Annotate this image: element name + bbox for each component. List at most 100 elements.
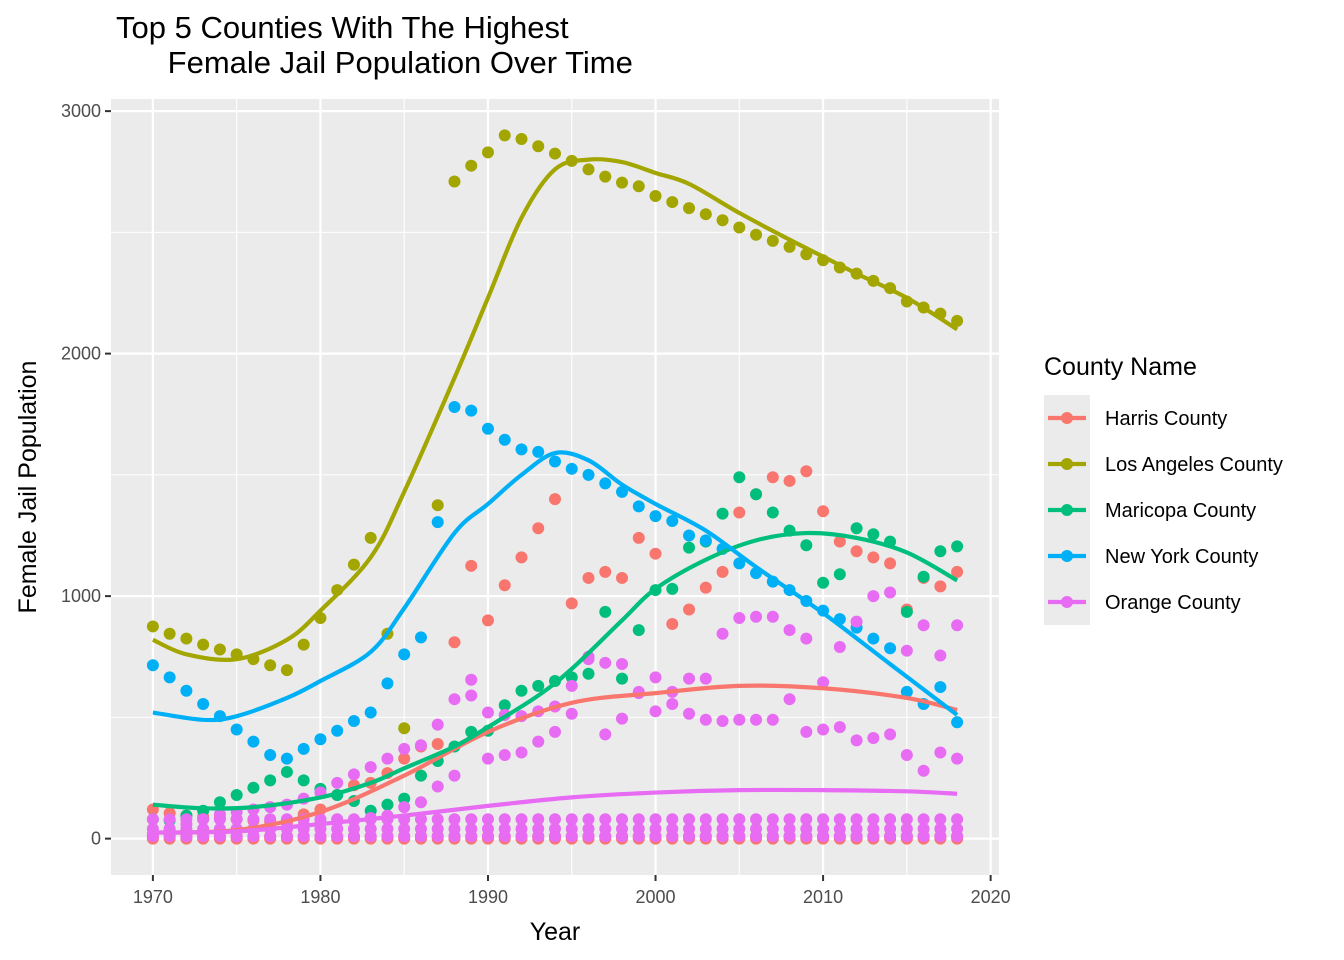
- harris-county-point: [666, 618, 679, 631]
- x-tick-label: 1990: [468, 887, 508, 907]
- new-york-county-point: [280, 752, 293, 765]
- orange-county-point: [481, 752, 494, 765]
- orange-county-point: [833, 813, 846, 826]
- harris-county-point: [766, 471, 779, 484]
- orange-county-point: [565, 679, 578, 692]
- y-tick-label: 2000: [61, 344, 101, 364]
- orange-county-point: [398, 801, 411, 814]
- orange-county-point: [716, 715, 729, 728]
- y-axis-title: Female Jail Population: [14, 361, 42, 614]
- orange-county-point: [414, 739, 427, 752]
- orange-county-point: [197, 813, 210, 826]
- new-york-county-point: [549, 455, 561, 468]
- orange-county-legend-dot: [1061, 596, 1073, 608]
- orange-county-point: [733, 713, 746, 726]
- los-angeles-county-point: [280, 664, 293, 677]
- maricopa-county-point: [247, 781, 260, 794]
- maricopa-county-point: [230, 788, 243, 801]
- orange-county-point: [917, 619, 930, 632]
- new-york-county-point: [733, 557, 746, 570]
- orange-county-point: [766, 610, 779, 623]
- orange-county-point: [549, 725, 561, 738]
- orange-county-point: [364, 761, 377, 774]
- los-angeles-county-point: [498, 129, 511, 142]
- orange-county-point: [951, 822, 964, 835]
- orange-county-point: [599, 822, 612, 835]
- orange-county-point: [833, 822, 846, 835]
- orange-county-point: [549, 813, 561, 826]
- maricopa-county-point: [213, 796, 226, 809]
- new-york-county-trend-line: [152, 450, 959, 723]
- new-york-county-legend-dot: [1061, 550, 1073, 562]
- orange-county-point: [699, 822, 712, 835]
- los-angeles-county-trend-line: [151, 157, 959, 662]
- harris-county-point: [833, 535, 846, 548]
- orange-county-point: [247, 813, 260, 826]
- orange-county-point: [431, 813, 444, 826]
- orange-county-point: [213, 808, 226, 821]
- orange-county-point: [900, 822, 913, 835]
- maricopa-county-point: [850, 522, 863, 535]
- maricopa-county-point: [733, 471, 746, 484]
- orange-county-point: [850, 615, 863, 628]
- orange-county-point: [616, 658, 629, 671]
- new-york-county-point: [884, 642, 897, 655]
- los-angeles-county-point: [699, 208, 712, 221]
- orange-county-point: [347, 822, 360, 835]
- orange-county-point: [532, 813, 545, 826]
- maricopa-county-point: [414, 769, 427, 782]
- new-york-county-point: [314, 733, 327, 746]
- orange-county-point: [532, 822, 545, 835]
- los-angeles-county-point: [448, 175, 461, 188]
- new-york-county-point: [197, 698, 210, 711]
- harris-county-point: [632, 531, 645, 544]
- maricopa-county-point: [381, 798, 394, 811]
- orange-county-point: [683, 672, 696, 685]
- harris-county-point: [884, 557, 897, 570]
- maricopa-county-point: [297, 774, 310, 787]
- orange-county-point: [917, 813, 930, 826]
- los-angeles-county-point: [616, 176, 629, 189]
- orange-county-point: [498, 813, 511, 826]
- los-angeles-county-point: [264, 659, 277, 672]
- orange-county-point: [716, 627, 729, 640]
- orange-county-point: [666, 698, 679, 711]
- orange-county-point: [783, 813, 796, 826]
- los-angeles-county-point: [766, 234, 779, 247]
- harris-county-point: [616, 571, 629, 584]
- orange-county-point: [850, 734, 863, 747]
- orange-county-point: [867, 731, 880, 744]
- legend-label-orange-county: Orange County: [1105, 592, 1241, 614]
- orange-county-point: [549, 822, 561, 835]
- los-angeles-county-point: [213, 643, 226, 656]
- orange-county-point: [632, 822, 645, 835]
- maricopa-county-point: [900, 605, 913, 618]
- new-york-county-point: [934, 681, 947, 694]
- orange-county-point: [766, 822, 779, 835]
- los-angeles-county-point: [398, 722, 411, 735]
- x-tick-label: 2020: [971, 887, 1011, 907]
- harris-county-point: [465, 559, 478, 572]
- new-york-county-point: [347, 715, 360, 728]
- orange-county-point: [850, 813, 863, 826]
- maricopa-county-point: [917, 570, 930, 583]
- los-angeles-county-point: [163, 627, 176, 640]
- los-angeles-county-point: [733, 221, 746, 234]
- orange-county-point: [867, 813, 880, 826]
- orange-county-point: [616, 712, 629, 725]
- orange-county-point: [783, 822, 796, 835]
- orange-county-point: [917, 764, 930, 777]
- harris-county-point: [599, 565, 612, 578]
- orange-county-point: [750, 813, 763, 826]
- orange-county-point: [934, 813, 947, 826]
- los-angeles-county-point: [716, 214, 729, 227]
- new-york-county-point: [582, 468, 595, 481]
- orange-county-point: [498, 822, 511, 835]
- orange-county-point: [800, 632, 813, 645]
- orange-county-point: [800, 813, 813, 826]
- orange-county-point: [951, 619, 964, 632]
- orange-county-point: [448, 693, 461, 706]
- orange-county-point: [884, 586, 897, 599]
- orange-county-point: [934, 822, 947, 835]
- orange-county-point: [565, 707, 578, 720]
